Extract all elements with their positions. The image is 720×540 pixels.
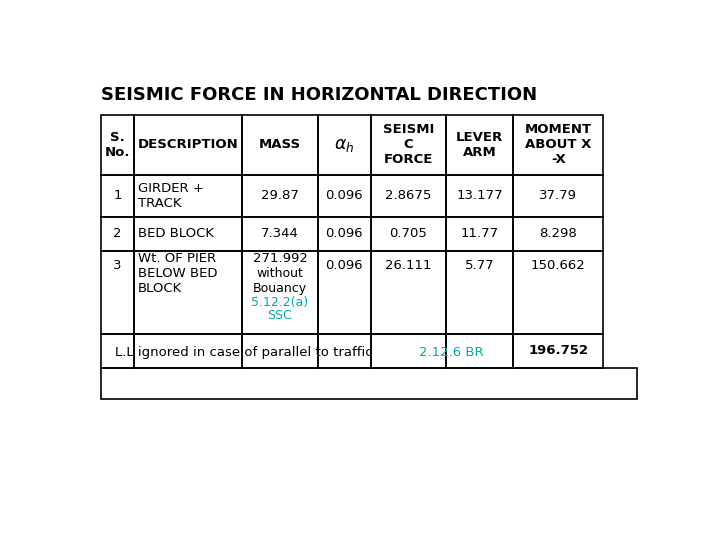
Text: 26.111: 26.111 — [385, 259, 431, 272]
Text: 0.705: 0.705 — [390, 227, 427, 240]
Bar — [133, 334, 243, 368]
Bar — [513, 251, 603, 334]
Bar — [371, 175, 446, 217]
Bar — [101, 251, 133, 334]
Bar — [318, 334, 371, 368]
Text: 5.77: 5.77 — [464, 259, 495, 272]
Bar — [243, 114, 318, 175]
Text: L.L ignored in case of parallel to traffic: L.L ignored in case of parallel to traff… — [115, 346, 373, 359]
Text: 37.79: 37.79 — [539, 190, 577, 202]
Text: 3: 3 — [113, 259, 122, 272]
Text: 2: 2 — [113, 227, 122, 240]
Text: 0.096: 0.096 — [325, 190, 363, 202]
Bar — [243, 251, 318, 334]
Bar — [101, 217, 133, 251]
Bar — [318, 114, 371, 175]
Bar — [371, 334, 446, 368]
Text: SEISMIC FORCE IN HORIZONTAL DIRECTION: SEISMIC FORCE IN HORIZONTAL DIRECTION — [101, 85, 537, 104]
Text: BED BLOCK: BED BLOCK — [138, 227, 214, 240]
Bar — [318, 217, 371, 251]
Bar — [446, 217, 513, 251]
Bar — [101, 114, 133, 175]
Bar — [371, 217, 446, 251]
Text: LEVER
ARM: LEVER ARM — [456, 131, 503, 159]
Bar — [371, 114, 446, 175]
Text: GIRDER +
TRACK: GIRDER + TRACK — [138, 182, 204, 210]
Bar — [101, 334, 133, 368]
Text: MOMENT
ABOUT X
-X: MOMENT ABOUT X -X — [525, 123, 592, 166]
Text: 150.662: 150.662 — [531, 259, 585, 272]
Text: 0.096: 0.096 — [325, 259, 363, 272]
Text: 196.752: 196.752 — [528, 345, 588, 357]
Bar — [446, 334, 513, 368]
Text: MASS: MASS — [259, 138, 301, 151]
Bar — [446, 251, 513, 334]
Text: Wt. OF PIER
BELOW BED
BLOCK: Wt. OF PIER BELOW BED BLOCK — [138, 252, 217, 295]
Bar — [133, 217, 243, 251]
Bar — [446, 175, 513, 217]
Text: 0.096: 0.096 — [325, 227, 363, 240]
Bar — [133, 175, 243, 217]
Bar — [318, 175, 371, 217]
Bar — [446, 114, 513, 175]
Text: 7.344: 7.344 — [261, 227, 299, 240]
Text: 13.177: 13.177 — [456, 190, 503, 202]
Bar — [513, 175, 603, 217]
Text: 271.992: 271.992 — [253, 253, 307, 266]
Bar — [243, 334, 318, 368]
Bar — [101, 368, 636, 399]
Text: SSC: SSC — [268, 309, 292, 322]
Bar — [513, 217, 603, 251]
Bar — [318, 251, 371, 334]
Bar — [133, 114, 243, 175]
Text: 11.77: 11.77 — [460, 227, 498, 240]
Text: 5.12.2(a): 5.12.2(a) — [251, 296, 309, 309]
Text: 2.8675: 2.8675 — [385, 190, 431, 202]
Bar — [243, 217, 318, 251]
Text: without: without — [256, 267, 303, 280]
Text: 29.87: 29.87 — [261, 190, 299, 202]
Text: Bouancy: Bouancy — [253, 281, 307, 295]
Text: 2.12.6 BR: 2.12.6 BR — [419, 346, 484, 359]
Text: S.
No.: S. No. — [104, 131, 130, 159]
Bar — [133, 251, 243, 334]
Text: 1: 1 — [113, 190, 122, 202]
Bar — [371, 251, 446, 334]
Text: SEISMI
C
FORCE: SEISMI C FORCE — [382, 123, 434, 166]
Text: DESCRIPTION: DESCRIPTION — [138, 138, 238, 151]
Bar — [101, 175, 133, 217]
Text: $\alpha_h$: $\alpha_h$ — [334, 136, 354, 154]
Bar — [243, 175, 318, 217]
Bar — [513, 114, 603, 175]
Bar — [513, 334, 603, 368]
Text: 8.298: 8.298 — [539, 227, 577, 240]
